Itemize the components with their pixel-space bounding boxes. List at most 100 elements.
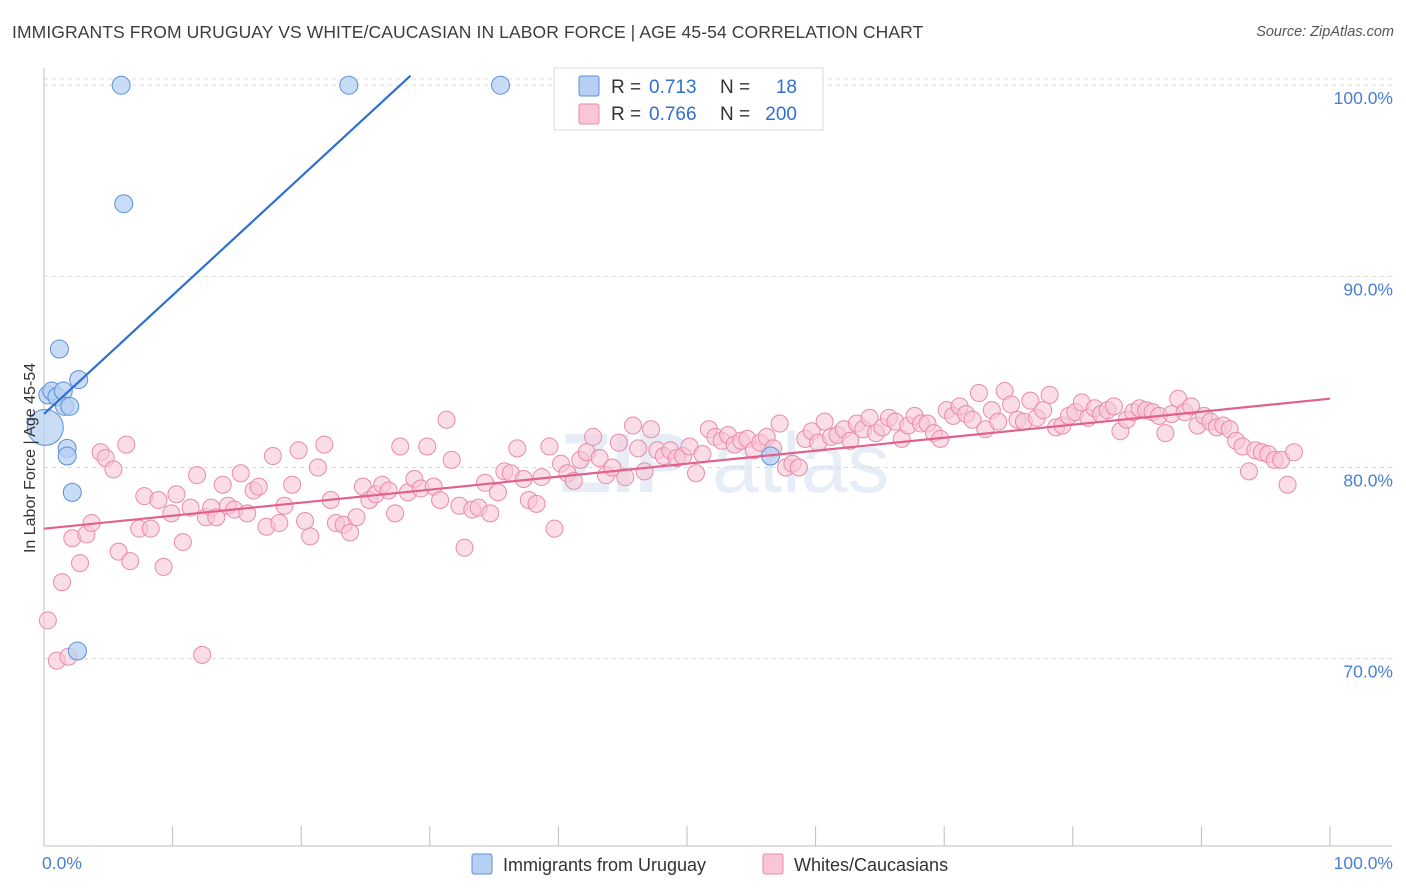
data-point-whites <box>1284 443 1303 462</box>
legend-r-label: R = <box>611 104 641 125</box>
series-legend: Immigrants from Uruguay Whites/Caucasian… <box>471 853 948 875</box>
grid-lines <box>44 78 1392 660</box>
data-point-whites <box>154 557 173 576</box>
data-point-whites <box>296 512 315 531</box>
data-point-whites <box>207 508 226 527</box>
legend-n-label: N = <box>720 77 750 98</box>
legend-r-value: 0.766 <box>649 104 697 125</box>
data-point-whites <box>418 437 437 456</box>
data-point-whites <box>693 445 712 464</box>
data-point-uruguay <box>114 194 134 214</box>
data-point-whites <box>341 523 360 542</box>
data-point-whites <box>301 527 320 546</box>
data-point-whites <box>1156 424 1175 443</box>
data-point-uruguay <box>111 75 131 95</box>
data-point-whites <box>391 437 410 456</box>
trend-line-uruguay <box>43 74 412 415</box>
data-point-whites <box>263 447 282 466</box>
data-point-whites <box>488 483 507 502</box>
legend-n-label: N = <box>720 104 750 125</box>
legend-label-whites: Whites/Caucasians <box>794 855 948 875</box>
data-point-whites <box>545 519 564 538</box>
data-point-whites <box>1040 385 1059 404</box>
data-point-whites <box>860 408 879 427</box>
legend-swatch-uruguay <box>578 75 600 97</box>
data-point-whites <box>527 494 546 513</box>
data-point-whites <box>590 448 609 467</box>
y-tick-label: 80.0% <box>1343 471 1393 491</box>
legend-label-uruguay: Immigrants from Uruguay <box>503 855 706 875</box>
data-point-whites <box>1278 475 1297 494</box>
data-point-whites <box>687 464 706 483</box>
data-point-uruguay <box>49 339 69 359</box>
data-point-whites <box>815 412 834 431</box>
data-point-whites <box>584 427 603 446</box>
data-point-whites <box>431 491 450 510</box>
y-axis-title: In Labor Force | Age 45-54 <box>22 363 39 553</box>
data-point-whites <box>289 441 308 460</box>
legend-n-value: 18 <box>776 77 797 98</box>
data-point-uruguay <box>62 482 82 502</box>
data-point-whites <box>789 458 808 477</box>
data-point-whites <box>283 475 302 494</box>
legend-n-value: 200 <box>765 104 797 125</box>
data-point-whites <box>629 439 648 458</box>
data-point-whites <box>53 573 72 592</box>
data-point-whites <box>308 458 327 477</box>
data-point-whites <box>540 437 559 456</box>
data-point-whites <box>635 462 654 481</box>
data-point-whites <box>623 416 642 435</box>
tick-labels: 100.0% 90.0% 80.0% 70.0% 0.0% 100.0% <box>42 88 1393 873</box>
data-point-whites <box>231 464 250 483</box>
axes <box>43 68 1392 847</box>
legend-swatch-whites <box>578 103 600 125</box>
data-point-whites <box>315 435 334 454</box>
data-point-whites <box>162 504 181 523</box>
data-point-whites <box>141 519 160 538</box>
data-point-uruguay <box>491 75 511 95</box>
data-point-whites <box>437 410 456 429</box>
data-point-whites <box>121 552 140 571</box>
data-point-whites <box>117 435 136 454</box>
data-point-uruguay <box>57 446 77 466</box>
data-point-whites <box>963 410 982 429</box>
x-tick-label: 0.0% <box>42 853 82 873</box>
trend-line-whites <box>43 397 1331 530</box>
data-point-uruguay <box>339 75 359 95</box>
data-point-whites <box>270 513 289 532</box>
data-point-whites <box>841 431 860 450</box>
data-point-whites <box>442 450 461 469</box>
data-point-whites <box>188 466 207 485</box>
data-point-whites <box>386 504 405 523</box>
data-point-whites <box>455 538 474 557</box>
data-point-whites <box>1239 462 1258 481</box>
legend-swatch-uruguay <box>471 853 493 875</box>
data-point-whites <box>1021 391 1040 410</box>
data-point-whites <box>508 439 527 458</box>
data-point-whites <box>104 460 123 479</box>
y-tick-label: 70.0% <box>1343 662 1393 682</box>
data-point-whites <box>609 433 628 452</box>
data-point-whites <box>641 420 660 439</box>
legend-swatch-whites <box>762 853 784 875</box>
data-point-whites <box>347 508 366 527</box>
x-tick-label: 100.0% <box>1334 853 1393 873</box>
data-point-whites <box>989 412 1008 431</box>
data-point-whites <box>167 485 186 504</box>
trend-lines <box>43 74 1331 530</box>
data-point-uruguay <box>67 641 87 661</box>
data-point-whites <box>181 498 200 517</box>
data-point-whites <box>1182 397 1201 416</box>
legend-r-label: R = <box>611 77 641 98</box>
stats-legend: R = 0.713 N = 18 R = 0.766 N = 200 <box>553 67 824 131</box>
data-point-uruguay <box>60 396 80 416</box>
y-tick-label: 90.0% <box>1343 279 1393 299</box>
data-point-whites <box>213 475 232 494</box>
source-label: Source: ZipAtlas.com <box>1256 24 1394 40</box>
data-point-whites <box>481 504 500 523</box>
data-point-whites <box>770 414 789 433</box>
data-point-whites <box>38 611 57 630</box>
data-point-whites <box>969 383 988 402</box>
data-point-whites <box>616 468 635 487</box>
